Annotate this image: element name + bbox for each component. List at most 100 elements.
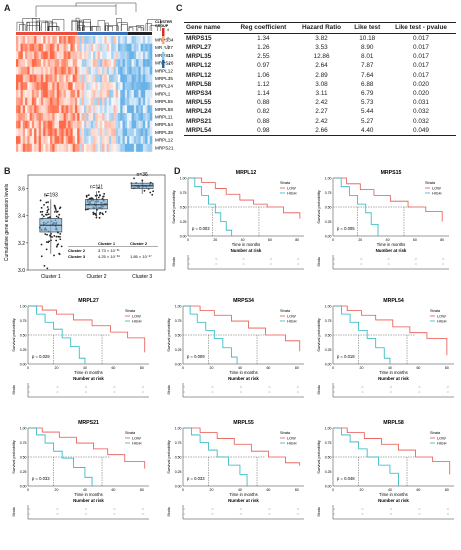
heatmap-cell [145, 136, 148, 145]
heatmap-cell [95, 136, 98, 145]
x-tick-label: Cluster 2 [86, 274, 106, 280]
heatmap-cell [38, 143, 42, 152]
heatmap-cell [74, 113, 78, 121]
heatmap-cell [88, 143, 92, 152]
table-cell: 0.98 [232, 125, 295, 136]
heatmap-cell [31, 51, 35, 60]
table-cell: MRPL35 [186, 53, 212, 61]
panel-letter-b: B [4, 166, 11, 176]
heatmap-cell [50, 120, 53, 129]
heatmap-cell [68, 51, 71, 60]
heatmap-cell [136, 74, 139, 83]
heatmap-cell [18, 128, 21, 137]
heatmap-cell [25, 136, 28, 145]
heatmap-cell [147, 36, 151, 44]
survival-curve-high [333, 177, 379, 236]
heatmap-cell [45, 105, 49, 114]
heatmap-gene-label: MRPL12 [155, 68, 173, 73]
heatmap-cell [142, 97, 146, 106]
heatmap-cell [45, 51, 49, 60]
heatmap-cell [63, 113, 67, 121]
heatmap-cell [133, 136, 137, 145]
table-cell: 0.88 [257, 117, 270, 125]
heatmap-cell [54, 120, 58, 129]
heatmap-cell [136, 120, 139, 129]
heatmap-cell [147, 105, 151, 114]
heatmap-cell [65, 66, 69, 75]
heatmap-cell [136, 66, 139, 75]
heatmap-cell [59, 97, 62, 106]
heatmap-cell [133, 97, 137, 106]
heatmap-cell [124, 120, 128, 129]
x-tick-label: 20 [358, 238, 362, 242]
dendrogram-branch [19, 24, 26, 31]
heatmap-cell [149, 128, 153, 137]
heatmap-cell [79, 89, 83, 98]
heatmap-cell [104, 128, 107, 137]
heatmap-cell [47, 128, 51, 137]
heatmap-cell [18, 74, 21, 83]
color-scale-tick: 2 [167, 37, 169, 41]
heatmap-cell [124, 143, 128, 152]
table-cell: 2.55 [257, 53, 270, 61]
heatmap-cell [86, 36, 89, 44]
heatmap-cell [79, 82, 83, 91]
heatmap-cell [104, 105, 107, 114]
heatmap-cell [70, 143, 73, 152]
table-row: MRPS15 1.34 3.82 10.18 0.017 [184, 33, 456, 43]
heatmap-cell [142, 59, 146, 68]
heatmap-cell [16, 113, 19, 121]
heatmap-cell [68, 89, 71, 98]
heatmap-cell [84, 51, 87, 60]
heatmap-cell [68, 59, 71, 68]
pvalue-table-cell: Cluster 2 [68, 248, 86, 253]
heatmap-gene-label: MRPL11 [155, 115, 173, 120]
y-tick-label: 0.50 [325, 205, 332, 209]
heatmap-cell [111, 43, 114, 52]
heatmap-cell [140, 128, 144, 137]
heatmap-cell [93, 36, 96, 44]
heatmap-cell [124, 113, 128, 121]
legend-title: Strata [425, 181, 436, 185]
heatmap-cell [124, 128, 128, 137]
heatmap-cell [120, 120, 123, 129]
heatmap-cell [25, 89, 28, 98]
table-cell: MRPL24 [186, 108, 212, 116]
heatmap-cell [27, 143, 30, 152]
heatmap-cell [147, 66, 151, 75]
heatmap-cell [25, 59, 28, 68]
data-point [46, 206, 49, 208]
heatmap-cell [74, 136, 78, 145]
table-row: MRPL12 1.06 2.89 7.64 0.017 [184, 71, 456, 80]
heatmap-cell [149, 97, 153, 106]
heatmap-cell [31, 74, 35, 83]
heatmap-cell [70, 128, 73, 137]
heatmap-cell [84, 143, 87, 152]
heatmap-cell [36, 82, 39, 91]
heatmap-cell [70, 36, 73, 44]
table-cell: 2.89 [315, 71, 328, 79]
color-scale-step [162, 28, 165, 36]
heatmap-cell [68, 43, 71, 52]
heatmap-cell [131, 128, 135, 137]
heatmap-cell [27, 43, 30, 52]
table-cell: 1.34 [257, 34, 270, 42]
table-cell: 0.88 [257, 99, 270, 107]
heatmap-cell [54, 82, 58, 91]
data-point [53, 254, 55, 257]
data-point [99, 211, 102, 214]
heatmap-cell [145, 51, 148, 60]
heatmap-cell [52, 120, 55, 129]
dendrogram-branch [26, 21, 40, 31]
heatmap-cell [31, 113, 35, 121]
color-scale-tick: 0 [167, 45, 169, 49]
table-cell: 1.14 [257, 90, 270, 97]
data-point [54, 207, 57, 210]
heatmap-cell [147, 128, 151, 137]
heatmap-cell [136, 89, 139, 98]
pvalue-table-cell: 4.25 × 10⁻³⁸ [98, 254, 120, 259]
heatmap-cell [95, 43, 98, 52]
heatmap-cell [115, 51, 119, 60]
heatmap-cell [136, 59, 139, 68]
heatmap-cell [45, 89, 49, 98]
